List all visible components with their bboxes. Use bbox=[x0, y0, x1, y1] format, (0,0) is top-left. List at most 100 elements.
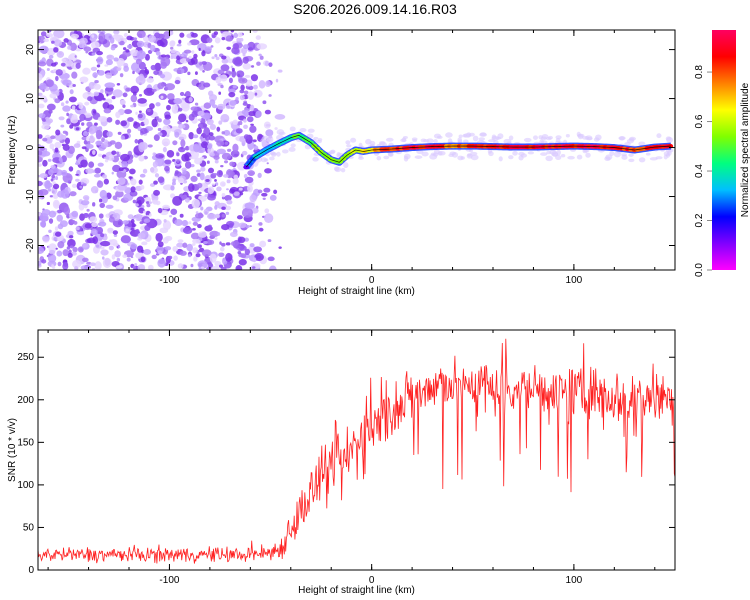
spectrogram-noise-blob bbox=[116, 257, 121, 262]
spectrogram-noise-blob bbox=[123, 109, 133, 115]
spectrogram-noise-blob bbox=[81, 257, 89, 263]
spectrogram-noise-blob bbox=[38, 103, 45, 109]
spectrogram-noise-blob bbox=[122, 92, 128, 98]
spectrogram-noise-blob bbox=[95, 129, 103, 140]
spectrogram-noise-blob bbox=[135, 213, 143, 222]
spectrogram-track-halo bbox=[343, 162, 349, 169]
spectrogram-noise-blob bbox=[72, 84, 76, 88]
spectrogram-noise-blob bbox=[219, 241, 222, 245]
spectrogram-noise-blob bbox=[240, 84, 245, 91]
spectrogram-track-halo bbox=[387, 151, 394, 157]
spectrogram-noise-blob bbox=[176, 152, 180, 157]
colorbar-tick-label: 0.2 bbox=[694, 213, 705, 227]
spectrogram-noise-blob bbox=[91, 37, 97, 42]
spectrogram-noise-blob bbox=[182, 169, 187, 175]
spectrogram-noise-blob bbox=[66, 246, 71, 250]
spectrogram-noise-blob bbox=[88, 161, 95, 168]
spectrogram-noise-blob bbox=[255, 110, 262, 118]
spectrogram-noise-blob bbox=[247, 170, 256, 176]
spectrogram-noise-blob bbox=[133, 37, 138, 41]
spectrogram-noise-blob bbox=[98, 31, 106, 42]
spectrogram-track-halo bbox=[276, 151, 281, 157]
spectrogram-noise-blob bbox=[197, 110, 205, 117]
spectrogram-track-halo bbox=[523, 137, 532, 143]
spectrogram-noise-blob bbox=[170, 185, 175, 191]
spectrogram-noise-blob bbox=[54, 147, 59, 153]
spectrogram-noise-blob bbox=[250, 123, 254, 126]
spectrogram-noise-blob bbox=[129, 36, 135, 41]
spectrogram-noise-blob bbox=[254, 252, 264, 262]
spectrogram-noise-blob bbox=[173, 255, 178, 261]
spectrogram-noise-blob bbox=[69, 124, 74, 129]
spectrogram-noise-blob bbox=[142, 210, 147, 214]
spectrogram-noise-blob bbox=[223, 129, 231, 136]
spectrogram-noise-blob bbox=[138, 110, 142, 113]
spectrogram-noise-blob bbox=[70, 116, 79, 124]
spectrogram-noise-blob bbox=[113, 233, 118, 238]
spectrogram-noise-blob bbox=[199, 80, 205, 85]
spectrogram-noise-blob bbox=[69, 42, 77, 52]
spectrogram-noise-blob bbox=[169, 193, 176, 199]
spectrogram-noise-blob bbox=[115, 111, 121, 119]
spectrogram-track-halo bbox=[350, 137, 357, 143]
spectrogram-noise-blob bbox=[207, 186, 215, 195]
spectrogram-noise-blob bbox=[68, 235, 74, 239]
spectrogram-noise-blob bbox=[206, 118, 214, 126]
spectrogram-noise-blob bbox=[53, 39, 63, 47]
spectrogram-noise-blob bbox=[129, 190, 138, 197]
spectrogram-track-halo bbox=[317, 138, 323, 142]
spectrogram-noise-blob bbox=[273, 189, 278, 195]
spectrogram-noise-blob bbox=[221, 213, 226, 218]
spectrogram-noise-blob bbox=[137, 98, 147, 104]
spectrogram-noise-blob bbox=[198, 195, 203, 200]
spectrogram-noise-blob bbox=[122, 254, 128, 259]
spectrogram-noise-blob bbox=[49, 143, 55, 150]
spectrogram-noise-blob bbox=[235, 128, 243, 134]
spectrogram-noise-blob bbox=[126, 257, 131, 262]
spectrogram-noise-blob bbox=[149, 44, 156, 52]
spectrogram-noise-blob bbox=[214, 37, 221, 44]
spectrogram-noise-blob bbox=[162, 237, 169, 244]
spectrogram-track-halo bbox=[621, 153, 627, 157]
spectrogram-track-halo bbox=[593, 137, 600, 142]
spectrogram-noise-blob bbox=[140, 185, 145, 190]
spectrogram-noise-blob bbox=[179, 250, 187, 256]
spectrogram-noise-blob bbox=[152, 161, 159, 168]
spectrogram-noise-blob bbox=[185, 145, 190, 151]
spectrogram-noise-blob bbox=[103, 178, 109, 185]
spectrogram-noise-blob bbox=[201, 50, 206, 57]
spectrogram-noise-blob bbox=[44, 182, 53, 189]
spectrogram-noise-blob bbox=[190, 106, 198, 111]
spectrogram-noise-blob bbox=[213, 172, 218, 176]
spectrogram-noise-blob bbox=[244, 74, 251, 78]
snr-y-tick-label: 250 bbox=[17, 352, 34, 363]
spectrogram-noise-blob bbox=[211, 183, 216, 186]
spectrogram-noise-blob bbox=[188, 96, 193, 103]
spectrogram-noise-blob bbox=[216, 169, 224, 178]
spectrogram-noise-blob bbox=[164, 83, 176, 91]
spectrogram-noise-blob bbox=[53, 30, 65, 39]
spectrogram-noise-blob bbox=[258, 222, 263, 226]
spectrogram-noise-blob bbox=[120, 235, 131, 244]
spectrogram-noise-blob bbox=[238, 187, 243, 191]
spectrogram-track-halo bbox=[541, 133, 549, 140]
spectrogram-y-tick-label: 20 bbox=[25, 44, 36, 56]
spectrogram-track-halo bbox=[312, 156, 319, 162]
spectrogram-noise-blob bbox=[207, 213, 217, 220]
spectrogram-noise-blob bbox=[38, 71, 41, 74]
spectrogram-noise-blob bbox=[229, 231, 238, 238]
spectrogram-noise-blob bbox=[60, 189, 70, 199]
spectrogram-noise-blob bbox=[38, 246, 45, 254]
spectrogram-noise-blob bbox=[161, 138, 171, 147]
spectrogram-noise-blob bbox=[119, 40, 125, 46]
spectrogram-track-halo bbox=[527, 151, 535, 155]
spectrogram-noise-blob bbox=[266, 162, 269, 165]
spectrogram-noise-blob bbox=[106, 117, 113, 123]
spectrogram-noise-blob bbox=[98, 213, 104, 219]
spectrogram-noise-blob bbox=[180, 139, 186, 148]
spectrogram-noise-blob bbox=[151, 254, 157, 260]
spectrogram-noise-blob bbox=[226, 170, 235, 178]
spectrogram-noise-blob bbox=[207, 194, 216, 201]
spectrogram-noise-blob bbox=[82, 67, 91, 75]
spectrogram-noise-blob bbox=[101, 256, 105, 260]
